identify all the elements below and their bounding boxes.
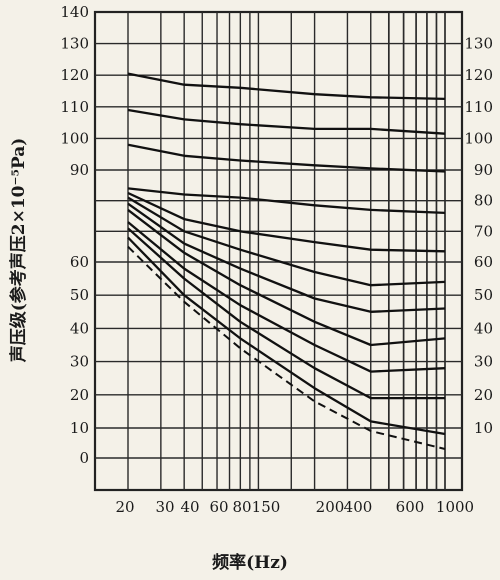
- right-tick-label: 50: [474, 286, 493, 304]
- y-tick-label: 90: [70, 161, 89, 179]
- equal-loudness-curve: [127, 108, 446, 135]
- equal-loudness-curve: [127, 72, 446, 101]
- y-tick-label: 60: [70, 253, 89, 271]
- right-tick-label: 110: [464, 98, 493, 116]
- equal-loudness-curve: [127, 191, 446, 253]
- right-tick-label: 60: [474, 253, 493, 271]
- y-tick-label: 0: [79, 449, 89, 467]
- y-tick-label: 130: [60, 35, 89, 53]
- curves: [127, 72, 446, 450]
- y-tick-label: 30: [70, 353, 89, 371]
- y-tick-label: 140: [60, 3, 89, 21]
- y-tick-label: 20: [70, 386, 89, 404]
- x-tick-label: 400: [344, 498, 373, 516]
- right-tick-label: 130: [464, 35, 493, 53]
- y-axis-label: 声压级(参考声压2×10⁻⁵Pa): [8, 138, 29, 364]
- x-tick-label: 1000: [436, 498, 474, 516]
- right-tick-label: 70: [474, 222, 493, 240]
- y-tick-label: 100: [60, 129, 89, 147]
- right-tick-label: 80: [474, 192, 493, 210]
- equal-loudness-curve: [127, 227, 445, 400]
- equal-loudness-curve: [127, 208, 446, 347]
- tick-labels: 1401301201101009060504030201001301201101…: [60, 3, 493, 516]
- x-tick-label: 600: [396, 498, 425, 516]
- equal-loudness-curve: [127, 187, 446, 215]
- equal-loudness-curve: [127, 221, 446, 373]
- x-tick-label: 30: [155, 498, 174, 516]
- x-tick-label: 80: [232, 498, 251, 516]
- y-tick-label: 40: [70, 319, 89, 337]
- y-tick-label: 10: [70, 419, 89, 437]
- x-tick-label: 200: [316, 498, 345, 516]
- right-tick-label: 120: [464, 66, 493, 84]
- right-tick-label: 90: [474, 161, 493, 179]
- plot-frame: [93, 10, 464, 492]
- right-tick-label: 10: [474, 419, 493, 437]
- right-tick-label: 30: [474, 353, 493, 371]
- y-tick-label: 50: [70, 286, 89, 304]
- right-tick-label: 40: [474, 319, 493, 337]
- x-tick-label: 150: [252, 498, 281, 516]
- y-tick-label: 110: [60, 98, 89, 116]
- x-tick-label: 60: [209, 498, 228, 516]
- right-tick-label: 20: [474, 386, 493, 404]
- x-axis-label: 频率(Hz): [212, 552, 288, 573]
- x-tick-label: 20: [115, 498, 134, 516]
- equal-loudness-curve: [127, 236, 446, 436]
- y-tick-label: 120: [60, 66, 89, 84]
- equal-loudness-curve: [127, 143, 446, 173]
- x-tick-label: 40: [180, 498, 199, 516]
- equal-loudness-curve: [127, 202, 446, 313]
- hearing-threshold-curve: [127, 245, 446, 450]
- equal-loudness-curve: [127, 196, 446, 287]
- right-tick-label: 100: [464, 129, 493, 147]
